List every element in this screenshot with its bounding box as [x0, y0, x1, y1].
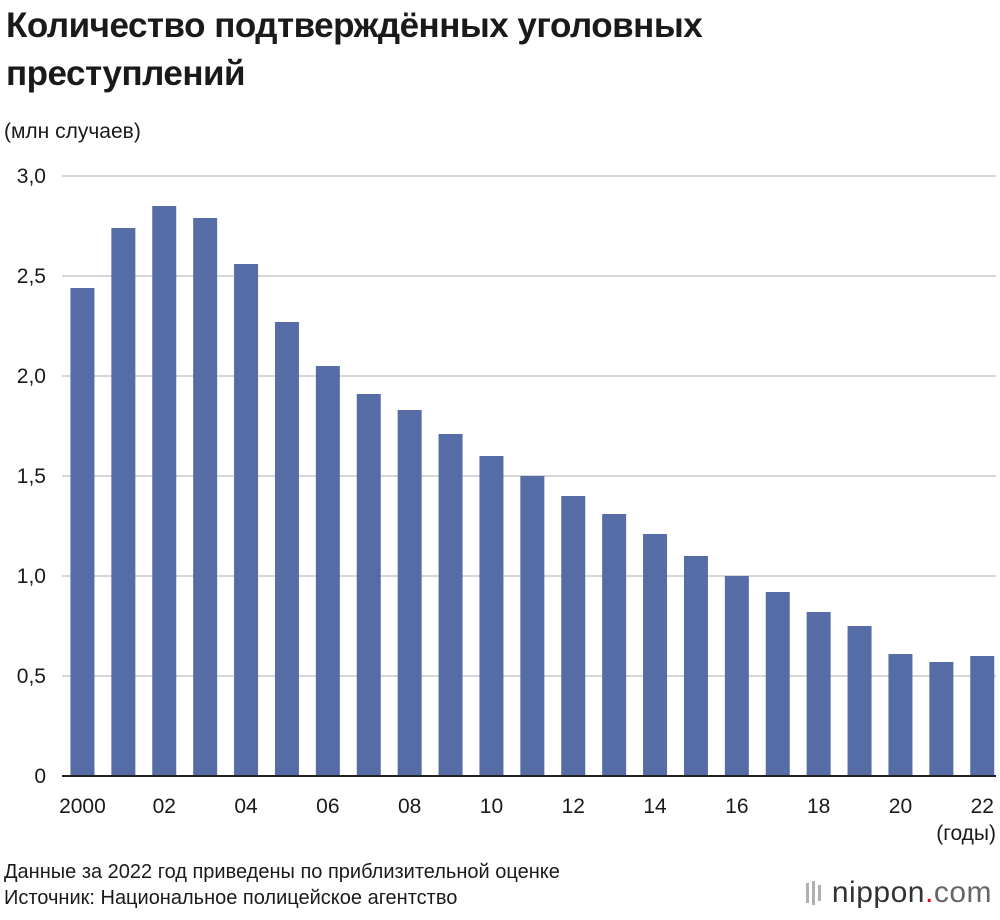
x-tick-label: 04: [234, 795, 258, 818]
y-tick-label: 2,5: [17, 265, 46, 288]
logo-tld: com: [933, 876, 992, 909]
bar-2001: [111, 228, 136, 776]
x-tick-label: 08: [398, 795, 421, 818]
bar-2011: [520, 476, 545, 776]
source-note: Источник: Национальное полицейское агент…: [4, 887, 458, 909]
y-tick-label: 0: [34, 765, 46, 788]
bar-2005: [274, 322, 299, 776]
bar-2013: [602, 514, 627, 776]
y-tick-label: 1,5: [17, 465, 46, 488]
x-tick-label: 2000: [59, 795, 106, 818]
bar-2021: [929, 662, 954, 776]
y-axis-unit-label: (млн случаев): [4, 120, 141, 143]
bar-2008: [397, 410, 422, 776]
bar-2004: [234, 264, 259, 776]
logo-dot: .: [924, 876, 934, 909]
tick-labels: 0 0,5 1,0 1,5 2,0 2,5 3,0 2000 02 04 06 08 10 12 14 16 1…: [17, 165, 994, 818]
x-tick-label: 10: [480, 795, 503, 818]
bar-2019: [847, 626, 872, 776]
chart-title: Количество подтверждённых уголовных прес…: [6, 6, 703, 93]
x-tick-label: 18: [807, 795, 830, 818]
x-tick-label: 06: [316, 795, 339, 818]
logo-name: nippon: [831, 876, 925, 909]
bar-2009: [438, 434, 463, 776]
nippon-logo: nippon. com: [804, 876, 992, 910]
x-tick-label: 20: [889, 795, 912, 818]
x-tick-label: 12: [562, 795, 585, 818]
x-tick-label: 14: [643, 795, 667, 818]
y-tick-label: 1,0: [17, 565, 46, 588]
x-tick-label: 16: [725, 795, 748, 818]
bar-2015: [683, 556, 708, 776]
bar-2017: [765, 592, 790, 776]
bars: [70, 206, 995, 776]
x-axis-unit-label: (годы): [936, 822, 996, 845]
y-tick-label: 2,0: [17, 365, 46, 388]
bar-2014: [643, 534, 668, 776]
bar-2018: [806, 612, 831, 776]
y-tick-label: 0,5: [17, 665, 46, 688]
bar-2022: [970, 656, 995, 776]
bar-2012: [561, 496, 586, 776]
bar-2020: [888, 654, 913, 776]
bar-2010: [479, 456, 504, 776]
x-tick-label: 22: [971, 795, 994, 818]
x-tick-label: 02: [153, 795, 176, 818]
bar-2016: [724, 576, 749, 776]
nippon-logo-mark-icon: [805, 881, 821, 905]
y-tick-label: 3,0: [17, 165, 46, 188]
bar-2000: [70, 288, 95, 776]
bar-2003: [193, 218, 218, 776]
bar-2006: [315, 366, 340, 776]
estimate-note: Данные за 2022 год приведены по приблизи…: [4, 861, 560, 883]
bar-2002: [152, 206, 177, 776]
bar-2007: [356, 394, 381, 776]
